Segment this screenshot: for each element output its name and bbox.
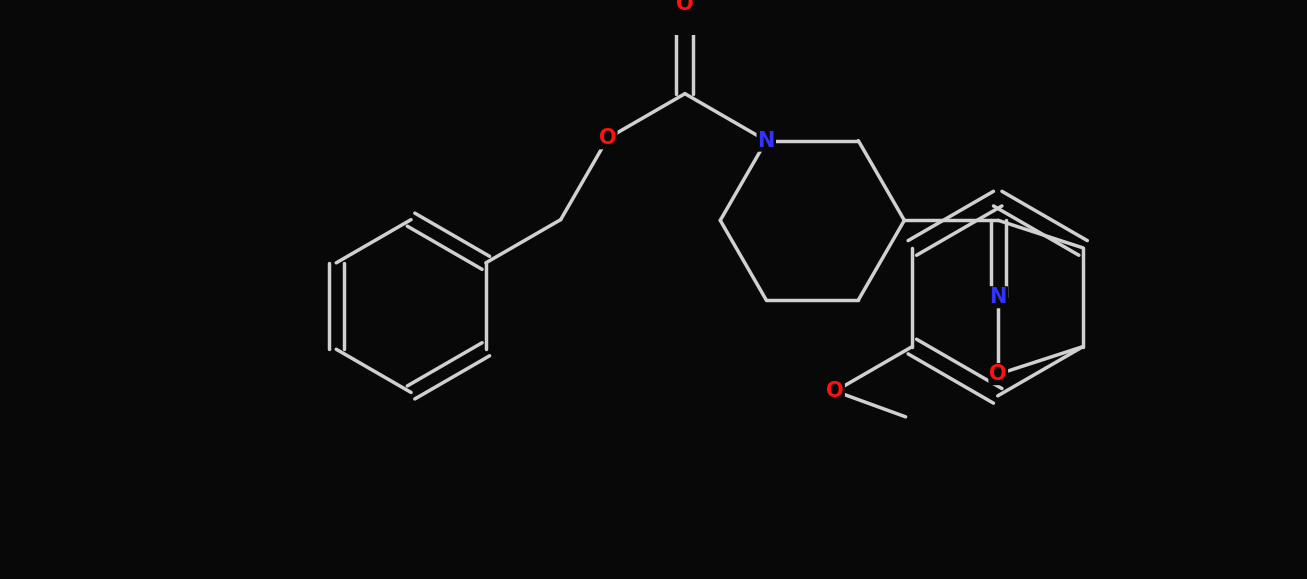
Text: O: O [826,381,844,401]
Text: O: O [989,364,1008,384]
Text: N: N [758,131,775,151]
Text: O: O [676,0,694,14]
Text: N: N [989,287,1006,307]
Text: O: O [599,129,617,148]
